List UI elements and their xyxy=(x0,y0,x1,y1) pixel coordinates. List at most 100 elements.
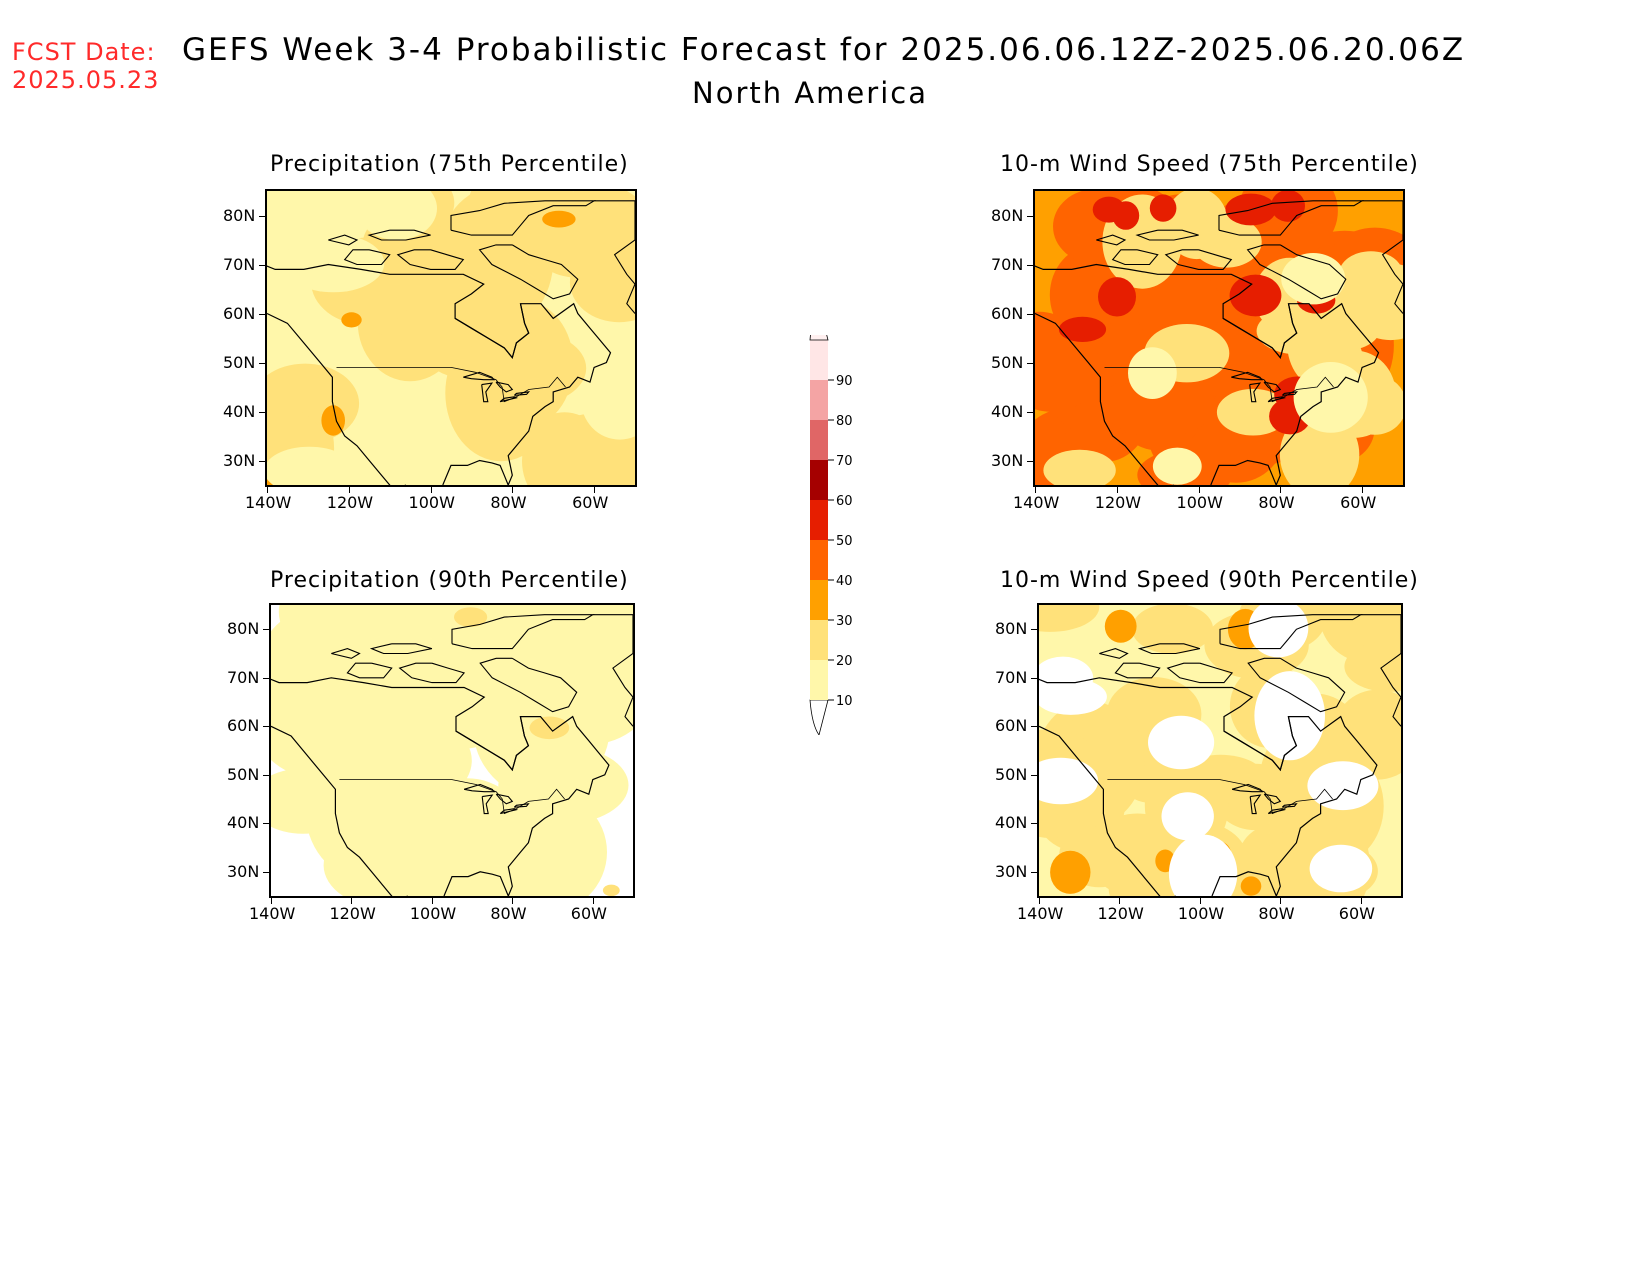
coastline xyxy=(1360,614,1401,727)
coastline xyxy=(398,662,466,684)
lat-tick-label: 70N xyxy=(227,667,260,687)
coastline xyxy=(1247,657,1346,713)
shade-patch xyxy=(537,230,619,278)
legend-swatch xyxy=(810,580,828,620)
shade-patch xyxy=(1344,641,1401,692)
legend-swatch xyxy=(810,340,828,380)
shade-patch xyxy=(1039,678,1107,715)
lat-tick-mark xyxy=(259,313,265,315)
shade-patch xyxy=(1293,362,1368,433)
coastline xyxy=(1267,396,1286,403)
coastline xyxy=(1249,794,1262,815)
coastline xyxy=(396,249,465,270)
coastline xyxy=(1135,229,1199,241)
coastline xyxy=(1035,312,1174,485)
coastline xyxy=(499,396,518,403)
lon-tick-mark xyxy=(594,487,596,493)
shade-patch xyxy=(1039,757,1099,805)
lat-tick-label: 60N xyxy=(991,303,1024,323)
lat-tick-mark xyxy=(263,774,269,776)
lon-tick-label: 60W xyxy=(572,493,609,512)
coastline xyxy=(369,643,433,655)
lon-tick-mark xyxy=(430,487,432,493)
lat-tick-mark xyxy=(1027,215,1033,217)
coastline xyxy=(367,229,431,241)
shade-patch xyxy=(1128,347,1177,399)
lon-tick-label: 100W xyxy=(409,904,457,923)
lon-tick-label: 140W xyxy=(1013,493,1060,512)
shade-patch xyxy=(1058,316,1107,342)
lat-tick-mark xyxy=(259,411,265,413)
lon-tick-label: 120W xyxy=(1097,904,1144,923)
forecast-date-label: FCST Date: xyxy=(12,38,156,66)
coastline xyxy=(1281,803,1298,808)
legend-swatch xyxy=(810,620,828,660)
lon-tick-label: 60W xyxy=(1340,493,1377,512)
region-subtitle: North America xyxy=(692,76,928,110)
shade-patch xyxy=(408,778,525,880)
lon-tick-mark xyxy=(512,898,514,904)
coastline xyxy=(1035,263,1380,485)
coastline xyxy=(328,234,359,246)
lat-tick-label: 50N xyxy=(227,764,260,784)
legend-tail-bottom xyxy=(809,699,829,736)
coastline xyxy=(594,200,635,314)
map-field-3 xyxy=(1039,605,1401,896)
border-line xyxy=(336,366,566,403)
lat-tick-mark xyxy=(263,726,269,728)
coastline xyxy=(1114,662,1161,679)
map-wind-90 xyxy=(1037,603,1403,898)
lon-tick-label: 100W xyxy=(408,493,455,512)
lon-tick-mark xyxy=(267,487,268,493)
lon-tick-label: 100W xyxy=(1177,904,1225,923)
coastline xyxy=(481,794,494,815)
lat-tick-label: 40N xyxy=(227,813,260,833)
coastline xyxy=(343,249,391,266)
shade-patch xyxy=(1152,447,1202,485)
lat-tick-label: 80N xyxy=(995,619,1028,639)
lat-tick-label: 80N xyxy=(223,205,256,225)
lon-tick-mark xyxy=(271,898,272,904)
lat-tick-mark xyxy=(259,460,265,462)
coastline xyxy=(495,381,514,393)
coastline xyxy=(479,657,578,713)
coastline xyxy=(1362,200,1403,314)
coastline xyxy=(1263,381,1282,393)
coastline xyxy=(346,662,393,679)
lon-tick-label: 140W xyxy=(249,904,296,923)
lat-tick-label: 60N xyxy=(223,303,256,323)
coastline xyxy=(1231,371,1264,381)
border-line xyxy=(1107,779,1333,815)
lat-tick-label: 80N xyxy=(227,619,260,639)
lon-tick-mark xyxy=(1362,487,1364,493)
legend-label: 20 xyxy=(836,654,853,669)
legend-swatch xyxy=(810,660,828,700)
shade-patch xyxy=(1332,689,1401,780)
lon-tick-mark xyxy=(1116,487,1118,493)
lon-tick-mark xyxy=(1280,487,1282,493)
lon-tick-label: 60W xyxy=(1338,904,1375,923)
lon-tick-label: 80W xyxy=(490,904,527,923)
lat-tick-mark xyxy=(1031,677,1037,679)
coastline xyxy=(463,783,496,793)
lat-tick-label: 50N xyxy=(223,352,256,372)
coastline xyxy=(450,200,597,236)
coastline xyxy=(1219,614,1363,650)
lon-tick-mark xyxy=(1119,898,1121,904)
panel-title-wind-90: 10-m Wind Speed (90th Percentile) xyxy=(1000,568,1419,593)
panel-title-wind-75: 10-m Wind Speed (75th Percentile) xyxy=(1000,152,1419,177)
coastline xyxy=(495,793,514,805)
coastline xyxy=(1039,725,1176,896)
shade-patch xyxy=(1039,605,1100,632)
lat-tick-mark xyxy=(263,871,269,873)
shade-patch xyxy=(1102,372,1216,438)
legend-label: 80 xyxy=(836,414,853,429)
shade-patch xyxy=(282,234,385,293)
lon-tick-mark xyxy=(348,487,350,493)
lat-tick-mark xyxy=(1031,823,1037,825)
lat-tick-mark xyxy=(263,823,269,825)
main-title: GEFS Week 3-4 Probabilistic Forecast for… xyxy=(182,32,1466,68)
shade-patch xyxy=(1281,253,1346,305)
legend-label: 70 xyxy=(836,454,853,469)
map-wind-75 xyxy=(1033,189,1405,487)
